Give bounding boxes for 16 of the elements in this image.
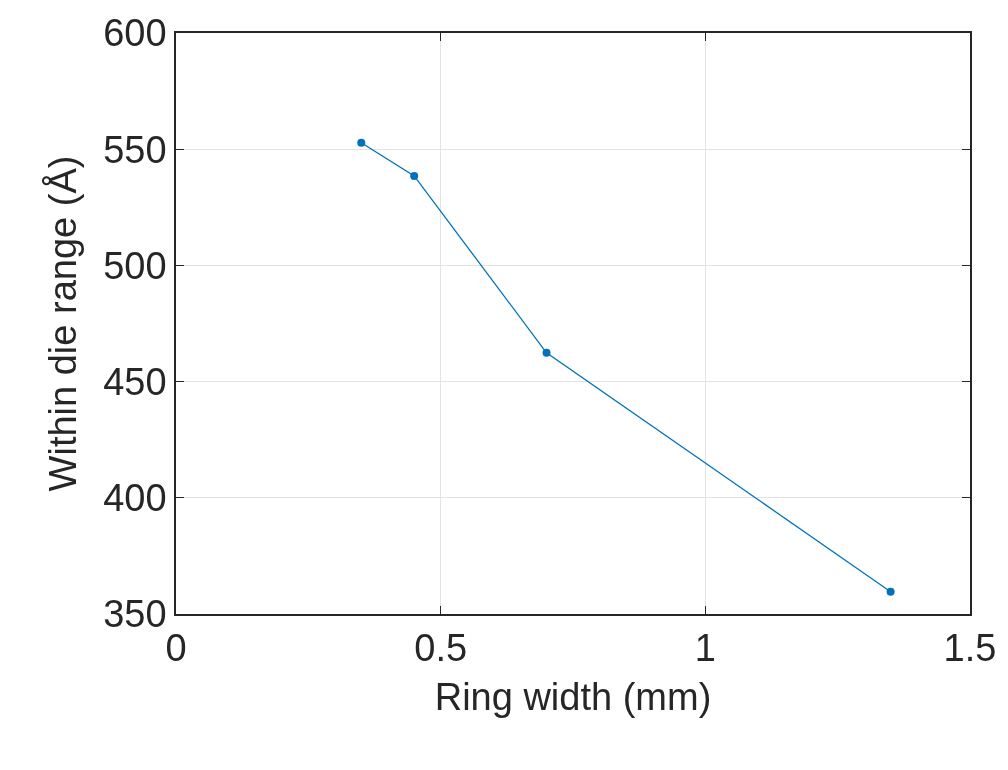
y-axis-title: Within die range (Å) — [40, 155, 84, 492]
x-tick-label: 0 — [165, 627, 187, 670]
x-tick-label: 1.5 — [943, 627, 997, 670]
point — [542, 348, 551, 357]
y-tick-label: 450 — [103, 360, 167, 403]
x-tick-label: 0.5 — [414, 627, 468, 670]
y-tick-label: 500 — [103, 244, 167, 287]
y-tick-label: 400 — [103, 477, 167, 520]
x-axis-title: Ring width (mm) — [434, 675, 712, 718]
point — [886, 587, 895, 596]
y-tick-label: 550 — [103, 128, 167, 171]
point — [410, 171, 419, 180]
y-tick-label: 600 — [103, 12, 167, 55]
y-tick-label: 350 — [103, 593, 167, 636]
point — [357, 138, 366, 147]
x-tick-label: 1 — [694, 627, 716, 670]
